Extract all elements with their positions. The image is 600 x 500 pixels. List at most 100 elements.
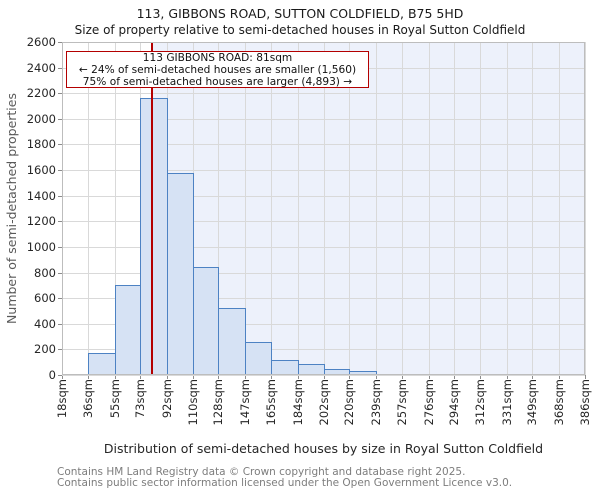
x-tick-mark — [585, 375, 586, 379]
y-tick-mark — [58, 42, 62, 43]
grid-line-vertical — [323, 42, 325, 375]
grid-line-vertical — [454, 42, 456, 375]
x-tick-mark — [245, 375, 247, 379]
histogram-bar — [115, 285, 141, 375]
x-tick-label-text: 147sqm — [238, 379, 253, 426]
histogram-bar — [429, 373, 455, 375]
x-tick-label-text: 331sqm — [499, 379, 514, 426]
grid-line-vertical — [428, 42, 430, 375]
y-tick-label: 400 — [34, 316, 56, 331]
y-tick-label: 2000 — [26, 111, 56, 126]
y-tick-label: 2600 — [26, 35, 56, 49]
x-tick-label-text: 239sqm — [369, 379, 384, 426]
chart-subtitle: Size of property relative to semi-detach… — [74, 23, 526, 37]
y-tick-label: 600 — [34, 291, 56, 306]
y-tick-mark — [58, 221, 62, 223]
histogram-bar — [480, 373, 508, 375]
x-tick-label-text: 73sqm — [133, 379, 148, 419]
annotation-box: 113 GIBBONS ROAD: 81sqm ← 24% of semi-de… — [66, 51, 369, 88]
annotation-line-3: 75% of semi-detached houses are larger (… — [82, 75, 353, 88]
y-tick-mark — [58, 246, 62, 248]
x-tick-label-text: 294sqm — [447, 379, 462, 426]
grid-line-vertical — [401, 42, 403, 375]
x-tick-label-text: 18sqm — [55, 379, 69, 419]
x-tick-label-text: 349sqm — [525, 379, 540, 426]
histogram-bar — [218, 308, 246, 375]
x-tick-label-text: 110sqm — [185, 379, 200, 426]
x-tick-label-text: 55sqm — [107, 379, 122, 419]
x-tick-mark — [349, 375, 351, 379]
histogram-bar — [271, 359, 299, 375]
y-tick-label: 1000 — [26, 239, 56, 254]
x-tick-mark — [167, 375, 169, 379]
y-tick-mark — [58, 144, 62, 146]
chart-title: 113, GIBBONS ROAD, SUTTON COLDFIELD, B75… — [136, 6, 464, 21]
histogram-bar — [349, 371, 377, 375]
histogram-bar — [376, 373, 403, 375]
x-tick-label-text: 276sqm — [421, 379, 436, 426]
y-tick-mark — [58, 93, 62, 95]
y-tick-label: 800 — [34, 265, 56, 280]
grid-line-vertical — [270, 42, 272, 375]
x-tick-label-text: 220sqm — [342, 379, 357, 426]
y-tick-mark — [58, 195, 62, 197]
histogram-bar — [62, 373, 89, 375]
x-tick-mark — [401, 375, 403, 379]
x-tick-mark — [454, 375, 456, 379]
x-tick-label-text: 36sqm — [80, 379, 95, 419]
x-tick-mark — [428, 375, 430, 379]
histogram-bar — [140, 98, 168, 375]
histogram-bar — [402, 373, 430, 375]
y-tick-label: 1600 — [26, 163, 56, 178]
x-tick-mark — [218, 375, 220, 379]
y-tick-mark — [58, 170, 62, 172]
y-tick-label: 0 — [48, 368, 56, 382]
x-tick-mark — [506, 375, 508, 379]
x-tick-mark — [323, 375, 325, 379]
grid-line-vertical — [506, 42, 508, 375]
x-tick-label-text: 165sqm — [263, 379, 278, 426]
grid-line-vertical — [297, 42, 299, 375]
grid-line-vertical — [479, 42, 481, 375]
x-tick-label-text: 128sqm — [211, 379, 226, 426]
y-tick-label: 2200 — [26, 86, 56, 101]
grid-line-vertical — [114, 42, 116, 375]
x-tick-label-text: 386sqm — [578, 379, 592, 426]
y-tick-label: 200 — [34, 342, 56, 357]
histogram-bar — [245, 341, 272, 375]
grid-line-vertical — [245, 42, 247, 375]
x-tick-mark — [479, 375, 481, 379]
histogram-bar — [88, 353, 116, 375]
x-tick-label-text: 202sqm — [316, 379, 331, 426]
grid-line-vertical — [87, 42, 89, 375]
x-tick-label-text: 368sqm — [552, 379, 567, 426]
grid-line-vertical — [349, 42, 351, 375]
x-tick-mark — [270, 375, 272, 379]
x-tick-label-text: 92sqm — [160, 379, 175, 419]
footer-line-2: Contains public sector information licen… — [57, 477, 513, 489]
y-tick-label: 1800 — [26, 137, 56, 152]
x-tick-mark — [62, 375, 63, 379]
x-tick-label-text: 257sqm — [394, 379, 409, 426]
y-tick-mark — [58, 323, 62, 325]
x-tick-mark — [376, 375, 378, 379]
x-tick-label-text: 312sqm — [472, 379, 487, 426]
histogram-bar — [193, 267, 219, 375]
plot-area — [62, 42, 586, 376]
x-axis-title: Distribution of semi-detached houses by … — [103, 441, 544, 456]
y-tick-label: 1400 — [26, 188, 56, 203]
grid-line-vertical — [376, 42, 378, 375]
footer-line-1: Contains HM Land Registry data © Crown c… — [57, 466, 466, 478]
y-tick-mark — [58, 67, 62, 69]
y-tick-mark — [58, 272, 62, 274]
y-tick-mark — [58, 349, 62, 351]
x-tick-mark — [114, 375, 116, 379]
grid-line-vertical — [532, 42, 534, 375]
y-tick-mark — [58, 118, 62, 120]
grid-line-vertical — [218, 42, 220, 375]
grid-line-horizontal — [62, 375, 585, 376]
histogram-bar — [298, 364, 325, 375]
histogram-bar — [324, 368, 350, 375]
grid-line-vertical — [585, 42, 586, 375]
